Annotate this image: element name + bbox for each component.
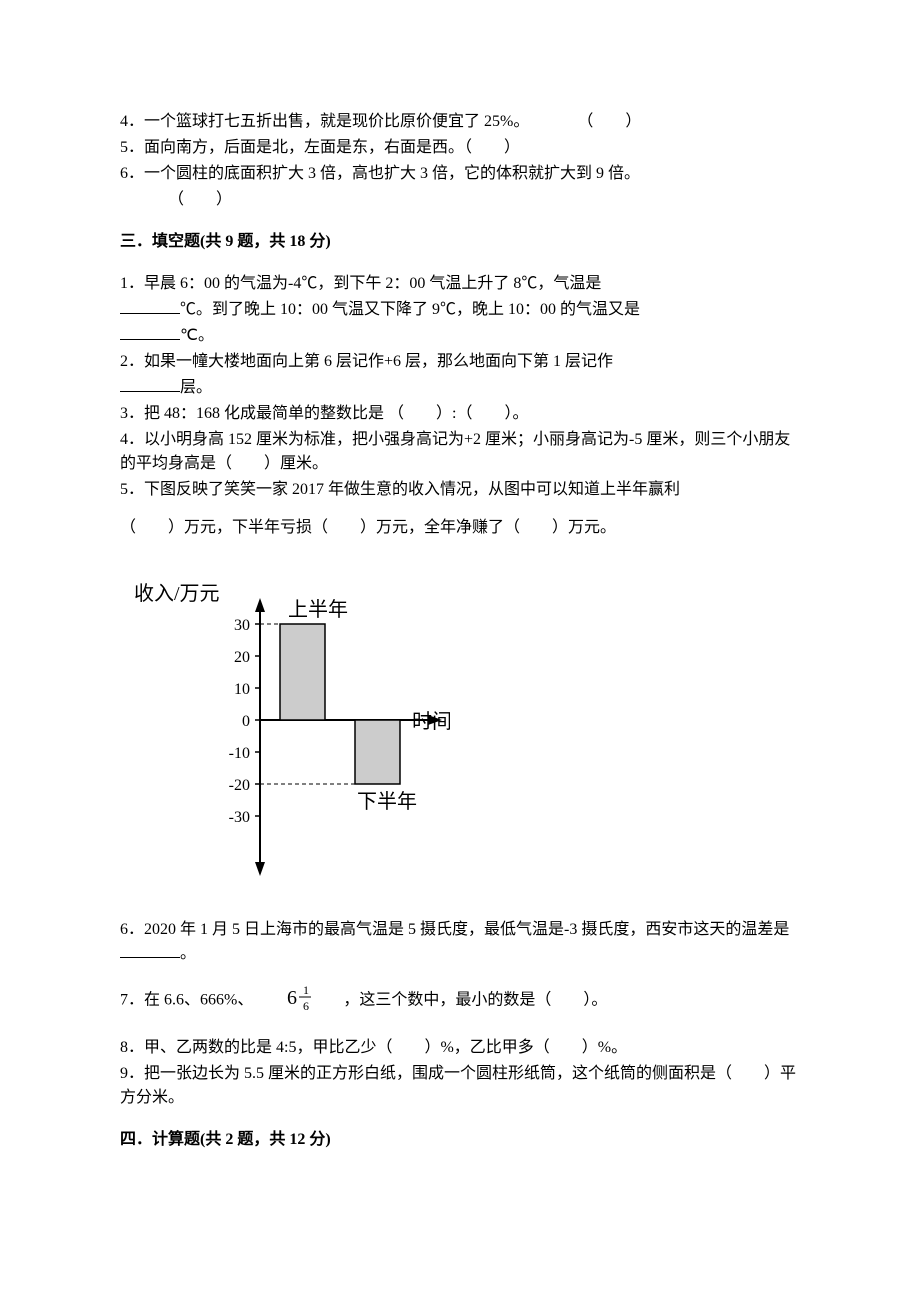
fill-q4: 4．以小明身高 152 厘米为标准，把小强身高记为+2 厘米；小丽身高记为-5 … [120, 428, 800, 476]
q6-num: 6 [120, 165, 128, 182]
fill-q7-a: 7．在 6.6、666%、 [120, 992, 253, 1009]
judgement-q4: 4．一个篮球打七五折出售，就是现价比原价便宜了 25%。 （ ） [120, 110, 800, 134]
fill-q1-line3: ℃。 [120, 324, 800, 348]
fill-q3: 3．把 48：168 化成最简单的整数比是 （ ）:（ ）。 [120, 402, 800, 426]
svg-text:下半年: 下半年 [357, 790, 417, 813]
q4-body: 一个篮球打七五折出售，就是现价比原价便宜了 25%。 [144, 113, 521, 130]
blank-icon [120, 298, 180, 314]
section4-heading: 四．计算题(共 2 题，共 12 分) [120, 1128, 800, 1152]
q5-num: 5 [120, 139, 128, 156]
svg-text:6: 6 [303, 999, 309, 1013]
q4-text: 4 [120, 113, 128, 130]
svg-text:6: 6 [287, 987, 297, 1009]
fill-q2-b: 层。 [180, 379, 212, 396]
svg-text:上半年: 上半年 [288, 598, 348, 621]
q5-paren: （ ） [464, 139, 520, 156]
fill-q1-b: ℃。到了晚上 10：00 气温又下降了 9℃，晚上 10：00 的气温又是 [180, 301, 640, 318]
judgement-q5: 5．面向南方，后面是北，左面是东，右面是西。（ ） [120, 136, 800, 160]
svg-text:10: 10 [234, 681, 250, 698]
blank-icon [120, 942, 180, 958]
fill-q6-b: 。 [180, 945, 196, 962]
q6-body: 一个圆柱的底面积扩大 3 倍，高也扩大 3 倍，它的体积就扩大到 9 倍。 [144, 165, 640, 182]
fraction-icon: 6 1 6 [281, 980, 315, 1022]
svg-text:收入/万元: 收入/万元 [134, 582, 220, 605]
chart-svg: 收入/万元 30 20 10 0 -10 -20 -30 上半年下半年 时间 [130, 570, 450, 880]
section3-heading: 三．填空题(共 9 题，共 18 分) [120, 230, 800, 254]
fill-q1-a: 1．早晨 6：00 的气温为-4℃，到下午 2：00 气温上升了 8℃，气温是 [120, 275, 601, 292]
fill-q2: 2．如果一幢大楼地面向上第 6 层记作+6 层，那么地面向下第 1 层记作 [120, 350, 800, 374]
svg-text:-20: -20 [229, 777, 250, 794]
blank-icon [120, 376, 180, 392]
svg-text:时间: 时间 [412, 710, 450, 733]
fill-q7: 7．在 6.6、666%、 6 1 6 ，这三个数中，最小的数是（ ）。 [120, 980, 800, 1022]
q6-paren: （ ） [168, 191, 232, 208]
svg-text:-10: -10 [229, 745, 250, 762]
fill-q9: 9．把一张边长为 5.5 厘米的正方形白纸，围成一个圆柱形纸筒，这个纸筒的侧面积… [120, 1062, 800, 1110]
q5-body: 面向南方，后面是北，左面是东，右面是西。 [144, 139, 464, 156]
svg-text:20: 20 [234, 649, 250, 666]
fill-q6: 6．2020 年 1 月 5 日上海市的最高气温是 5 摄氏度，最低气温是-3 … [120, 918, 800, 966]
fill-q2-line2: 层。 [120, 376, 800, 400]
fill-q2-a: 2．如果一幢大楼地面向上第 6 层记作+6 层，那么地面向下第 1 层记作 [120, 353, 613, 370]
fraction-svg: 6 1 6 [281, 980, 315, 1014]
income-chart: 收入/万元 30 20 10 0 -10 -20 -30 上半年下半年 时间 [130, 570, 800, 888]
blank-icon [120, 324, 180, 340]
fill-q1-c: ℃。 [180, 327, 214, 344]
fill-q1: 1．早晨 6：00 的气温为-4℃，到下午 2：00 气温上升了 8℃，气温是 [120, 272, 800, 296]
fill-q8: 8．甲、乙两数的比是 4:5，甲比乙少（ ）%，乙比甲多（ ）%。 [120, 1036, 800, 1060]
svg-text:30: 30 [234, 617, 250, 634]
fill-q5: 5．下图反映了笑笑一家 2017 年做生意的收入情况，从图中可以知道上半年赢利 [120, 478, 800, 502]
judgement-q6-paren-line: （ ） [120, 188, 800, 212]
q4-paren: （ ） [585, 113, 641, 130]
svg-text:0: 0 [242, 713, 250, 730]
svg-text:-30: -30 [229, 809, 250, 826]
svg-text:1: 1 [303, 983, 309, 997]
fill-q1-line2: ℃。到了晚上 10：00 气温又下降了 9℃，晚上 10：00 的气温又是 [120, 298, 800, 322]
judgement-q6: 6．一个圆柱的底面积扩大 3 倍，高也扩大 3 倍，它的体积就扩大到 9 倍。 [120, 162, 800, 186]
fill-q6-a: 6．2020 年 1 月 5 日上海市的最高气温是 5 摄氏度，最低气温是-3 … [120, 921, 789, 938]
fill-q5-line2: （ ）万元，下半年亏损（ ）万元，全年净赚了（ ）万元。 [120, 516, 800, 540]
fill-q7-b: ，这三个数中，最小的数是（ ）。 [343, 992, 607, 1009]
